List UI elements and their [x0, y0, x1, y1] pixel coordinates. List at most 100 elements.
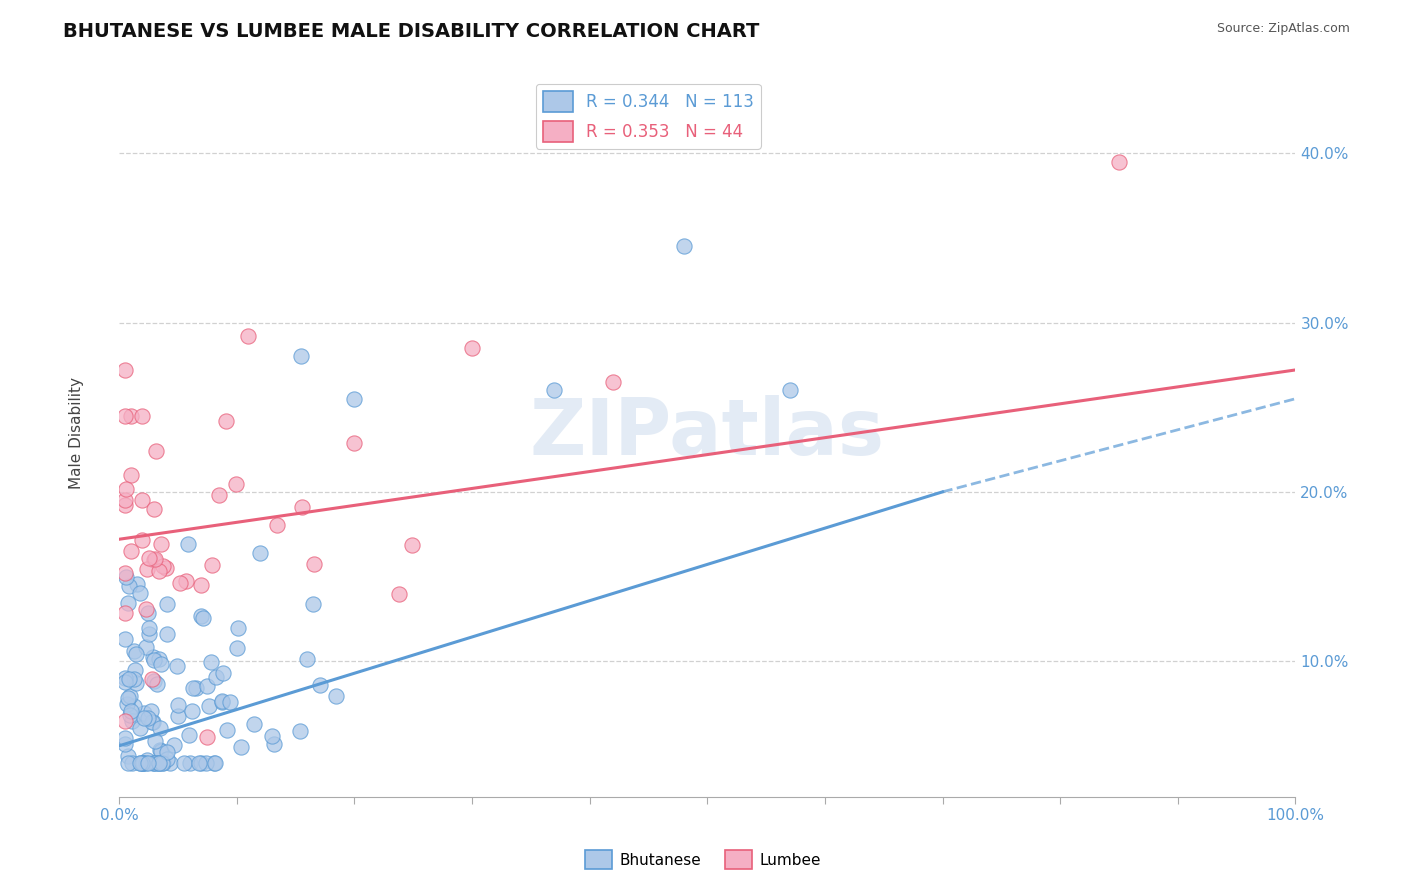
Point: [226, 621, 249, 635]
Point: [149, 742, 172, 756]
Point: [266, 518, 288, 533]
Point: [309, 678, 332, 692]
Point: [190, 756, 212, 770]
Point: [135, 562, 157, 576]
Point: [148, 565, 170, 579]
Text: ZIPatlas: ZIPatlas: [530, 394, 884, 471]
Point: [149, 657, 172, 671]
Point: [343, 435, 366, 450]
Point: [143, 552, 166, 566]
Point: [166, 659, 188, 673]
Point: [149, 722, 172, 736]
Point: [132, 756, 155, 770]
Point: [217, 723, 239, 737]
Point: [114, 671, 136, 685]
Point: [148, 652, 170, 666]
Point: [211, 694, 233, 708]
Y-axis label: Male Disability: Male Disability: [69, 376, 83, 489]
Point: [115, 482, 138, 496]
Point: [118, 708, 141, 723]
Point: [236, 329, 259, 343]
Point: [169, 575, 191, 590]
Point: [212, 666, 235, 681]
Point: [388, 586, 411, 600]
Point: [202, 756, 225, 770]
Point: [145, 444, 167, 458]
Point: [138, 621, 160, 635]
Point: [118, 672, 141, 686]
Point: [136, 753, 159, 767]
Point: [195, 731, 218, 745]
Point: [290, 350, 312, 364]
Point: [143, 756, 166, 770]
Point: [142, 714, 165, 729]
Point: [134, 711, 156, 725]
Point: [180, 704, 202, 718]
Point: [120, 704, 142, 718]
Point: [146, 677, 169, 691]
Point: [143, 552, 166, 566]
Point: [117, 597, 139, 611]
Point: [138, 550, 160, 565]
Point: [184, 681, 207, 695]
Point: [141, 714, 163, 729]
Point: [288, 723, 311, 738]
Point: [159, 756, 181, 770]
Point: [197, 699, 219, 714]
Point: [125, 676, 148, 690]
Point: [132, 706, 155, 720]
Point: [138, 711, 160, 725]
Point: [302, 557, 325, 571]
Point: [129, 721, 152, 735]
Point: [131, 493, 153, 508]
Point: [125, 647, 148, 661]
Point: [201, 558, 224, 572]
Point: [179, 756, 201, 770]
Point: [243, 716, 266, 731]
Point: [177, 728, 200, 742]
Point: [114, 714, 136, 728]
Point: [132, 756, 155, 770]
Point: [302, 597, 325, 611]
Point: [120, 544, 142, 558]
Point: [131, 756, 153, 770]
Point: [114, 492, 136, 507]
Point: [149, 537, 172, 551]
Point: [401, 538, 423, 552]
Point: [200, 655, 222, 669]
Point: [190, 608, 212, 623]
Point: [135, 602, 157, 616]
Point: [143, 734, 166, 748]
Point: [262, 729, 284, 743]
Point: [543, 384, 565, 398]
Point: [114, 674, 136, 689]
Point: [141, 704, 163, 718]
Point: [122, 644, 145, 658]
Point: [117, 756, 139, 770]
Point: [204, 756, 226, 770]
Legend: Bhutanese, Lumbee: Bhutanese, Lumbee: [579, 844, 827, 875]
Point: [215, 414, 238, 428]
Point: [120, 467, 142, 482]
Point: [115, 569, 138, 583]
Point: [208, 488, 231, 502]
Point: [779, 384, 801, 398]
Point: [121, 756, 143, 770]
Point: [114, 498, 136, 512]
Point: [118, 579, 141, 593]
Point: [219, 695, 242, 709]
Point: [136, 756, 159, 770]
Point: [146, 756, 169, 770]
Point: [129, 586, 152, 600]
Point: [225, 641, 247, 656]
Point: [118, 689, 141, 703]
Point: [156, 752, 179, 766]
Point: [211, 695, 233, 709]
Point: [142, 650, 165, 665]
Point: [343, 392, 366, 406]
Text: Source: ZipAtlas.com: Source: ZipAtlas.com: [1216, 22, 1350, 36]
Point: [138, 627, 160, 641]
Point: [128, 756, 150, 770]
Point: [193, 611, 215, 625]
Point: [205, 670, 228, 684]
